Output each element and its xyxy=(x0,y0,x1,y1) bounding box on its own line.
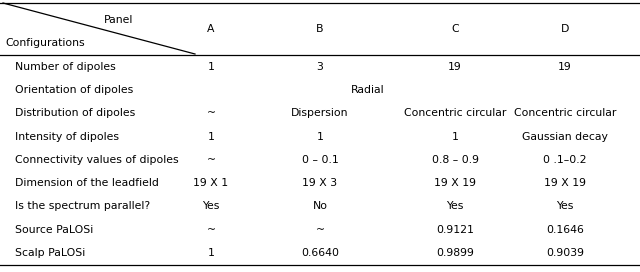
Text: Scalp PaLOSi: Scalp PaLOSi xyxy=(15,248,85,258)
Text: ~: ~ xyxy=(316,225,324,235)
Text: D: D xyxy=(561,24,569,34)
Text: 3: 3 xyxy=(317,62,323,72)
Text: 19: 19 xyxy=(448,62,462,72)
Text: Yes: Yes xyxy=(556,202,573,211)
Text: Source PaLOSi: Source PaLOSi xyxy=(15,225,93,235)
Text: Dispersion: Dispersion xyxy=(291,108,349,118)
Text: Is the spectrum parallel?: Is the spectrum parallel? xyxy=(15,202,150,211)
Text: ~: ~ xyxy=(207,155,216,165)
Text: Connectivity values of dipoles: Connectivity values of dipoles xyxy=(15,155,179,165)
Text: Configurations: Configurations xyxy=(5,38,84,48)
Text: 0.9039: 0.9039 xyxy=(546,248,584,258)
Text: 0.6640: 0.6640 xyxy=(301,248,339,258)
Text: Number of dipoles: Number of dipoles xyxy=(15,62,116,72)
Text: 19 X 19: 19 X 19 xyxy=(544,178,586,188)
Text: 0 .1–0.2: 0 .1–0.2 xyxy=(543,155,587,165)
Text: No: No xyxy=(312,202,328,211)
Text: 1: 1 xyxy=(207,248,214,258)
Text: Concentric circular: Concentric circular xyxy=(404,108,506,118)
Text: Radial: Radial xyxy=(351,85,385,95)
Text: 0 – 0.1: 0 – 0.1 xyxy=(301,155,339,165)
Text: 19 X 1: 19 X 1 xyxy=(193,178,228,188)
Text: Panel: Panel xyxy=(104,15,133,25)
Text: 1: 1 xyxy=(452,132,458,141)
Text: Intensity of dipoles: Intensity of dipoles xyxy=(15,132,119,141)
Text: A: A xyxy=(207,24,215,34)
Text: ~: ~ xyxy=(207,225,216,235)
Text: 1: 1 xyxy=(207,62,214,72)
Text: B: B xyxy=(316,24,324,34)
Text: 0.9121: 0.9121 xyxy=(436,225,474,235)
Text: 19 X 19: 19 X 19 xyxy=(434,178,476,188)
Text: C: C xyxy=(451,24,459,34)
Text: 19: 19 xyxy=(558,62,572,72)
Text: Yes: Yes xyxy=(202,202,220,211)
Text: 0.1646: 0.1646 xyxy=(546,225,584,235)
Text: Yes: Yes xyxy=(446,202,464,211)
Text: 0.9899: 0.9899 xyxy=(436,248,474,258)
Text: Distribution of dipoles: Distribution of dipoles xyxy=(15,108,135,118)
Text: 1: 1 xyxy=(207,132,214,141)
Text: 1: 1 xyxy=(317,132,323,141)
Text: Orientation of dipoles: Orientation of dipoles xyxy=(15,85,133,95)
Text: Gaussian decay: Gaussian decay xyxy=(522,132,608,141)
Text: ~: ~ xyxy=(207,108,216,118)
Text: 19 X 3: 19 X 3 xyxy=(303,178,337,188)
Text: Concentric circular: Concentric circular xyxy=(514,108,616,118)
Text: 0.8 – 0.9: 0.8 – 0.9 xyxy=(431,155,479,165)
Text: Dimension of the leadfield: Dimension of the leadfield xyxy=(15,178,159,188)
